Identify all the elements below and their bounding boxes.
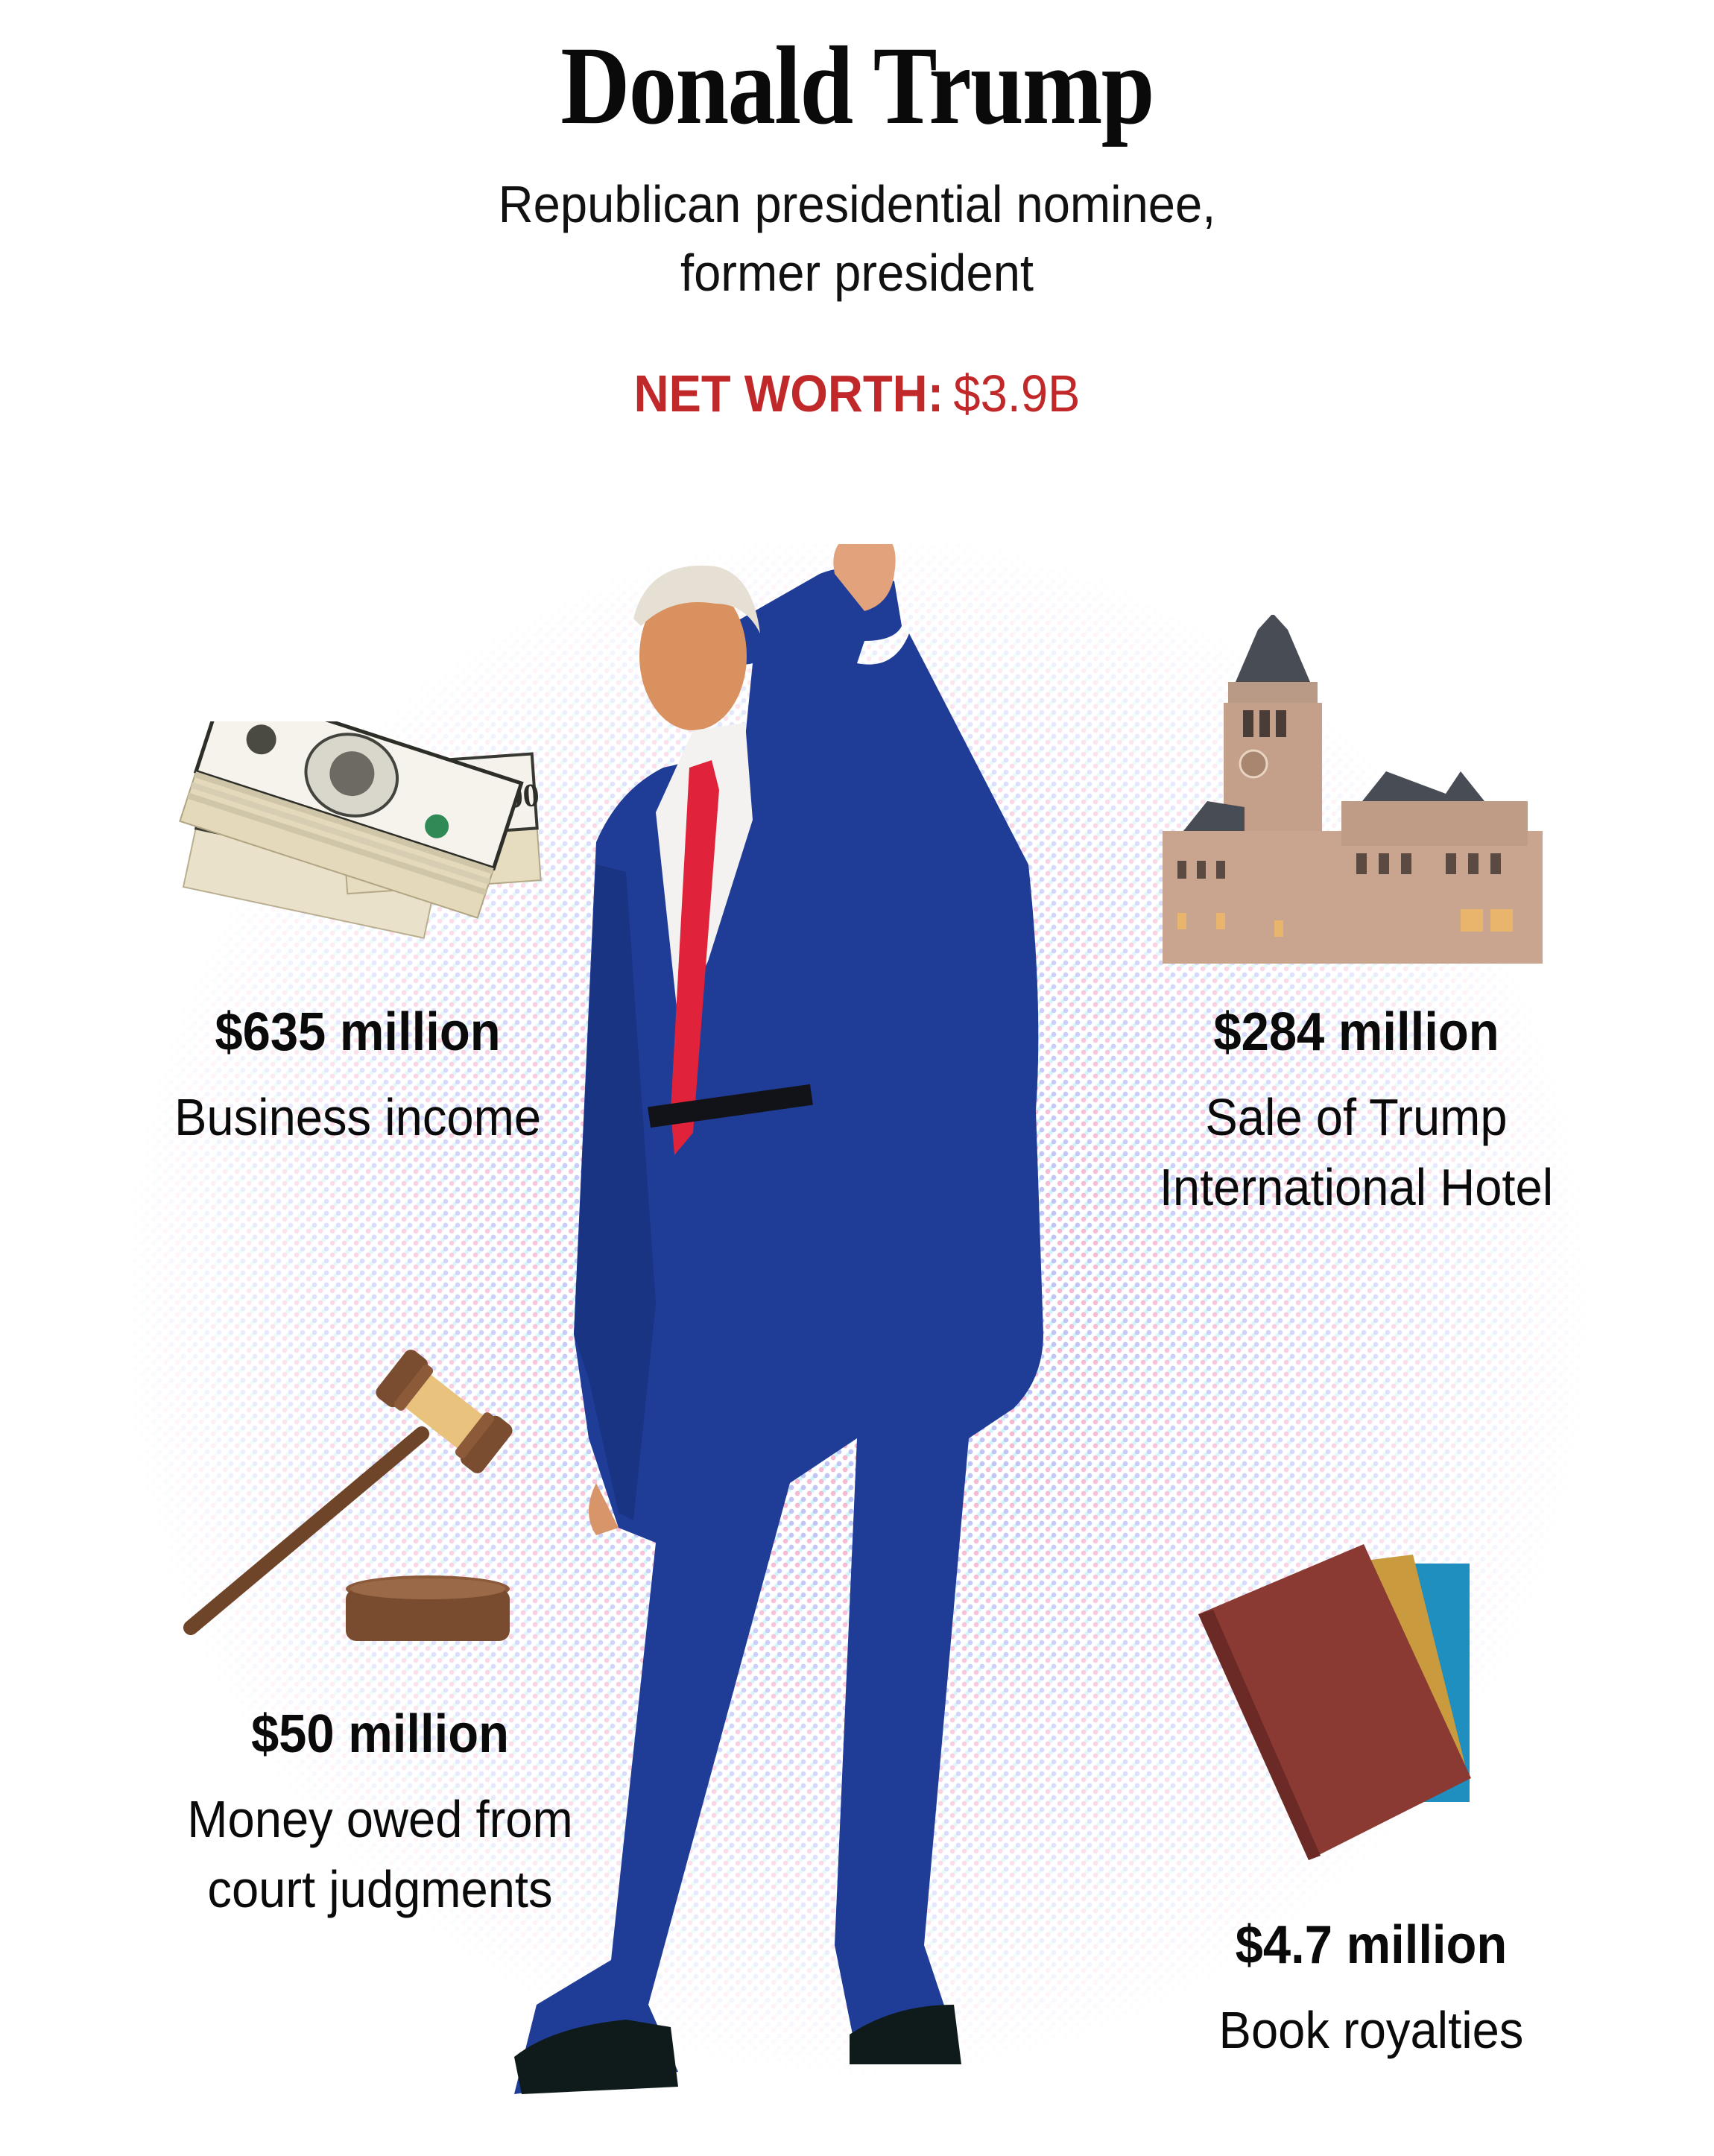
net-worth: NET WORTH: $3.9B bbox=[60, 364, 1654, 423]
gavel-icon bbox=[183, 1350, 513, 1641]
money-stack-icon: 100 bbox=[179, 721, 542, 939]
hotel-building-icon bbox=[1163, 615, 1543, 964]
item-description: Book royalties bbox=[1218, 2001, 1524, 2059]
item-book-royalties: $4.7 million Book royalties bbox=[1103, 1912, 1639, 2065]
item-description-line-1: Sale of Trump bbox=[1205, 1088, 1508, 1146]
walking-figure bbox=[514, 544, 1043, 2094]
item-hotel-sale: $284 million Sale of Trump International… bbox=[1043, 999, 1669, 1222]
item-court-judgments: $50 million Money owed from court judgme… bbox=[82, 1701, 678, 1924]
page-title: Donald Trump bbox=[560, 24, 1154, 148]
item-amount: $50 million bbox=[250, 1704, 510, 1764]
item-amount: $4.7 million bbox=[1235, 1915, 1508, 1975]
item-business-income: $635 million Business income bbox=[67, 999, 648, 1152]
subtitle-line-2: former president bbox=[680, 244, 1034, 302]
item-amount: $635 million bbox=[215, 1002, 501, 1062]
subtitle-line-1: Republican presidential nominee, bbox=[498, 175, 1216, 233]
net-worth-label: NET WORTH: bbox=[633, 364, 944, 423]
item-description-line-1: Money owed from bbox=[187, 1790, 573, 1848]
subtitle: Republican presidential nominee, former … bbox=[60, 170, 1654, 307]
item-description-line-2: court judgments bbox=[207, 1860, 553, 1918]
item-description-line-2: International Hotel bbox=[1159, 1158, 1554, 1216]
item-amount: $284 million bbox=[1213, 1002, 1499, 1062]
net-worth-value: $3.9B bbox=[953, 364, 1081, 423]
item-description: Business income bbox=[174, 1088, 542, 1146]
books-icon bbox=[1198, 1544, 1471, 1860]
